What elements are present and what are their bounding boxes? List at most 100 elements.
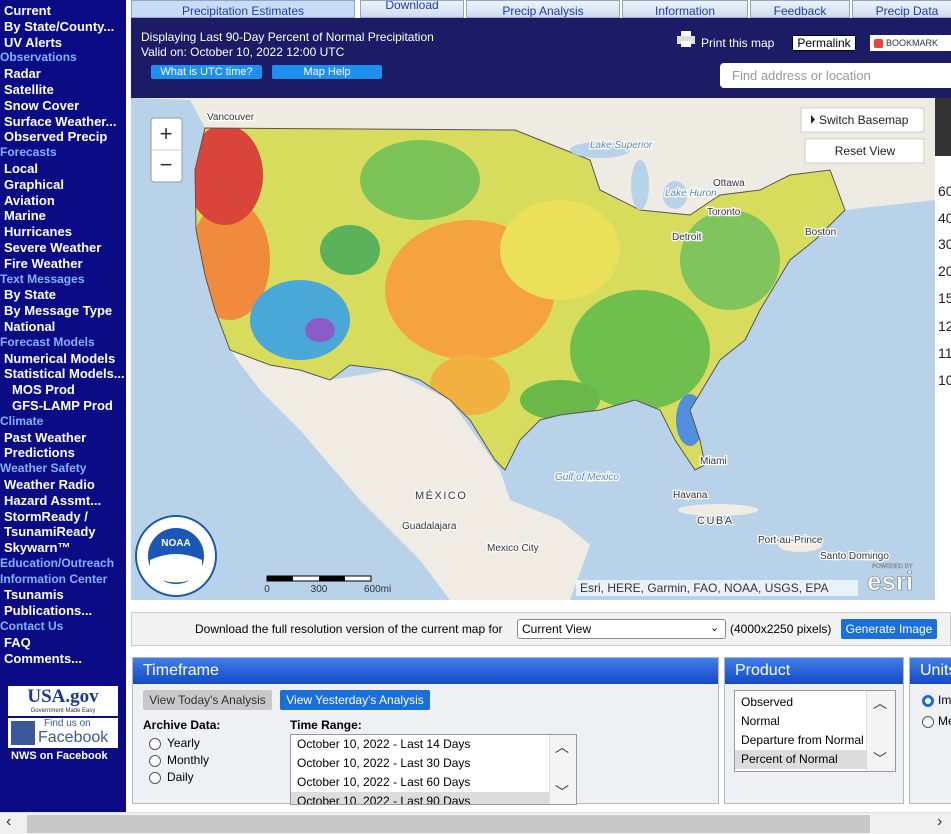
archive-radio[interactable]: Monthly — [149, 752, 209, 769]
nav-tab[interactable]: Download — [360, 0, 464, 18]
unit-option: Metric — [938, 714, 951, 728]
unit-radio[interactable]: Metric — [922, 711, 951, 732]
nav-tab[interactable]: Precip Data — [852, 0, 951, 18]
nav-link[interactable]: By Message Type — [4, 303, 113, 319]
nav-link[interactable]: Publications... — [4, 603, 93, 619]
archive-radio[interactable]: Daily — [149, 769, 209, 786]
product-option[interactable]: Normal — [741, 714, 780, 728]
product-option[interactable]: Percent of Normal — [735, 750, 871, 769]
product-list[interactable]: ︿ ﹀ Observed Normal Departure from Normal Per… — [734, 690, 896, 772]
legend-label: 40 — [938, 210, 951, 226]
scroll-left[interactable]: ‹ — [6, 813, 12, 830]
nav-link[interactable]: Observed Precip — [4, 129, 108, 145]
scroll-right[interactable]: › — [937, 813, 943, 830]
range-option[interactable]: October 10, 2022 - Last 90 Days — [291, 792, 554, 804]
nav-link[interactable]: Current — [4, 3, 51, 18]
nav-link[interactable]: By State/County... — [4, 18, 115, 34]
h-scrollbar[interactable]: ‹ › — [0, 812, 951, 834]
nav-link[interactable]: Statistical Models... — [4, 366, 125, 382]
product-option[interactable]: Observed — [741, 695, 794, 709]
facebook-icon — [11, 721, 35, 745]
print-icon[interactable] — [677, 31, 695, 47]
nav-link[interactable]: Surface Weather... — [4, 113, 117, 129]
nav-link[interactable]: Comments... — [4, 650, 83, 666]
nav-link[interactable]: Tsunamis — [4, 587, 64, 603]
noaa-gull — [150, 554, 202, 583]
scroll-down[interactable]: ﹀ — [555, 784, 569, 800]
reset-view[interactable]: Reset View — [835, 144, 896, 158]
range-option[interactable]: October 10, 2022 - Last 30 Days — [297, 756, 471, 770]
usa-gov-logo[interactable]: USA.gov Government Made Easy — [8, 686, 118, 716]
archive-option: Daily — [167, 770, 194, 784]
nav-link[interactable]: Radar — [4, 66, 41, 82]
place-label: Vancouver — [207, 112, 255, 123]
nav-link[interactable]: Aviation — [4, 192, 55, 208]
nav-link[interactable]: Skywarn™ — [4, 540, 71, 556]
scroll-down[interactable]: ﹀ — [873, 751, 887, 767]
facebook-text: Facebook — [38, 729, 109, 746]
nav-link[interactable]: Fire Weather — [4, 255, 83, 271]
view-select[interactable]: Current View — [517, 619, 726, 639]
sidebar: Current By State/County... UV Alerts Observ… — [0, 0, 126, 812]
help-button[interactable]: Map Help — [272, 65, 382, 79]
radio — [922, 694, 934, 707]
today-button[interactable]: View Today's Analysis — [143, 690, 272, 710]
nws-facebook[interactable]: NWS on Facebook — [11, 750, 108, 762]
nav-link[interactable]: FAQ — [4, 634, 31, 650]
yesterday-button[interactable]: View Yesterday's Analysis — [280, 690, 430, 710]
scroll-up[interactable]: ︿ — [873, 695, 887, 711]
zoom-in[interactable]: + — [160, 121, 173, 146]
generate-button[interactable]: Generate Image — [841, 619, 937, 639]
switch-basemap-button[interactable] — [800, 107, 925, 133]
nav-link[interactable]: Past Weather — [4, 429, 87, 445]
nav-link[interactable]: GFS-LAMP Prod — [12, 397, 113, 413]
facebook-logo[interactable]: Find us on Facebook — [8, 718, 118, 748]
nav-link[interactable]: MOS Prod — [12, 382, 75, 398]
scroll-up[interactable]: ︿ — [555, 739, 569, 755]
scroll-thumb[interactable] — [27, 815, 870, 833]
search-box[interactable]: Find address or location — [720, 63, 951, 88]
utc-button[interactable]: What is UTC time? — [151, 65, 262, 79]
nav-link[interactable]: Graphical — [4, 176, 64, 192]
nav-link[interactable]: National — [4, 318, 56, 334]
lake — [570, 142, 630, 158]
nav-tab[interactable]: Precipitation Estimates — [131, 0, 355, 18]
product-option[interactable]: Departure from Normal — [741, 733, 864, 747]
nav-link[interactable]: Local — [4, 160, 38, 176]
place-label: Gulf of Mexico — [555, 472, 619, 483]
nav-tab[interactable]: Precip Analysis — [466, 0, 620, 18]
switch-basemap[interactable]: Switch Basemap — [819, 113, 909, 127]
print-link[interactable]: Print this map — [701, 36, 775, 50]
hispaniola — [778, 538, 822, 552]
download-text: Download the full resolution version of … — [195, 622, 503, 636]
nav-tab[interactable]: Information — [622, 0, 748, 18]
nav-tab[interactable]: Feedback — [750, 0, 850, 18]
archive-radio[interactable]: Yearly — [149, 735, 209, 752]
zoom-out[interactable]: − — [160, 152, 173, 177]
nav-link[interactable]: StormReady / TsunamiReady — [4, 508, 96, 540]
reset-view-button[interactable] — [804, 138, 925, 164]
nav-link[interactable]: Predictions — [4, 445, 75, 461]
nav-link[interactable]: By State — [4, 287, 57, 303]
nav-link[interactable]: Numerical Models — [4, 350, 116, 366]
units-options: Imperial Metric — [922, 690, 951, 732]
permalink-button[interactable]: Permalink — [792, 35, 856, 51]
place-label: Miami — [700, 456, 727, 467]
nav-link[interactable]: Marine — [4, 208, 46, 224]
nav-link[interactable]: Satellite — [4, 81, 54, 97]
nav-link[interactable]: Snow Cover — [4, 97, 80, 113]
range-option[interactable]: October 10, 2022 - Last 60 Days — [297, 775, 471, 789]
nav-link[interactable]: UV Alerts — [4, 34, 63, 50]
radio — [149, 737, 161, 750]
unit-radio[interactable]: Imperial — [922, 690, 951, 711]
bookmark-button[interactable]: BOOKMARK — [870, 35, 951, 51]
nav-link[interactable]: Hazard Assmt... — [4, 492, 102, 508]
nav-link[interactable]: Hurricanes — [4, 224, 72, 240]
range-list[interactable]: ︿ ﹀ October 10, 2022 - Last 14 Days October… — [290, 734, 577, 805]
archive-option: Monthly — [167, 753, 210, 767]
nav-link[interactable]: Weather Radio — [4, 476, 95, 492]
range-option[interactable]: October 10, 2022 - Last 14 Days — [297, 737, 471, 751]
map-title: Displaying Last 90-Day Percent of Normal… — [141, 30, 434, 44]
place-label: Havana — [673, 490, 708, 501]
nav-link[interactable]: Severe Weather — [4, 239, 102, 255]
